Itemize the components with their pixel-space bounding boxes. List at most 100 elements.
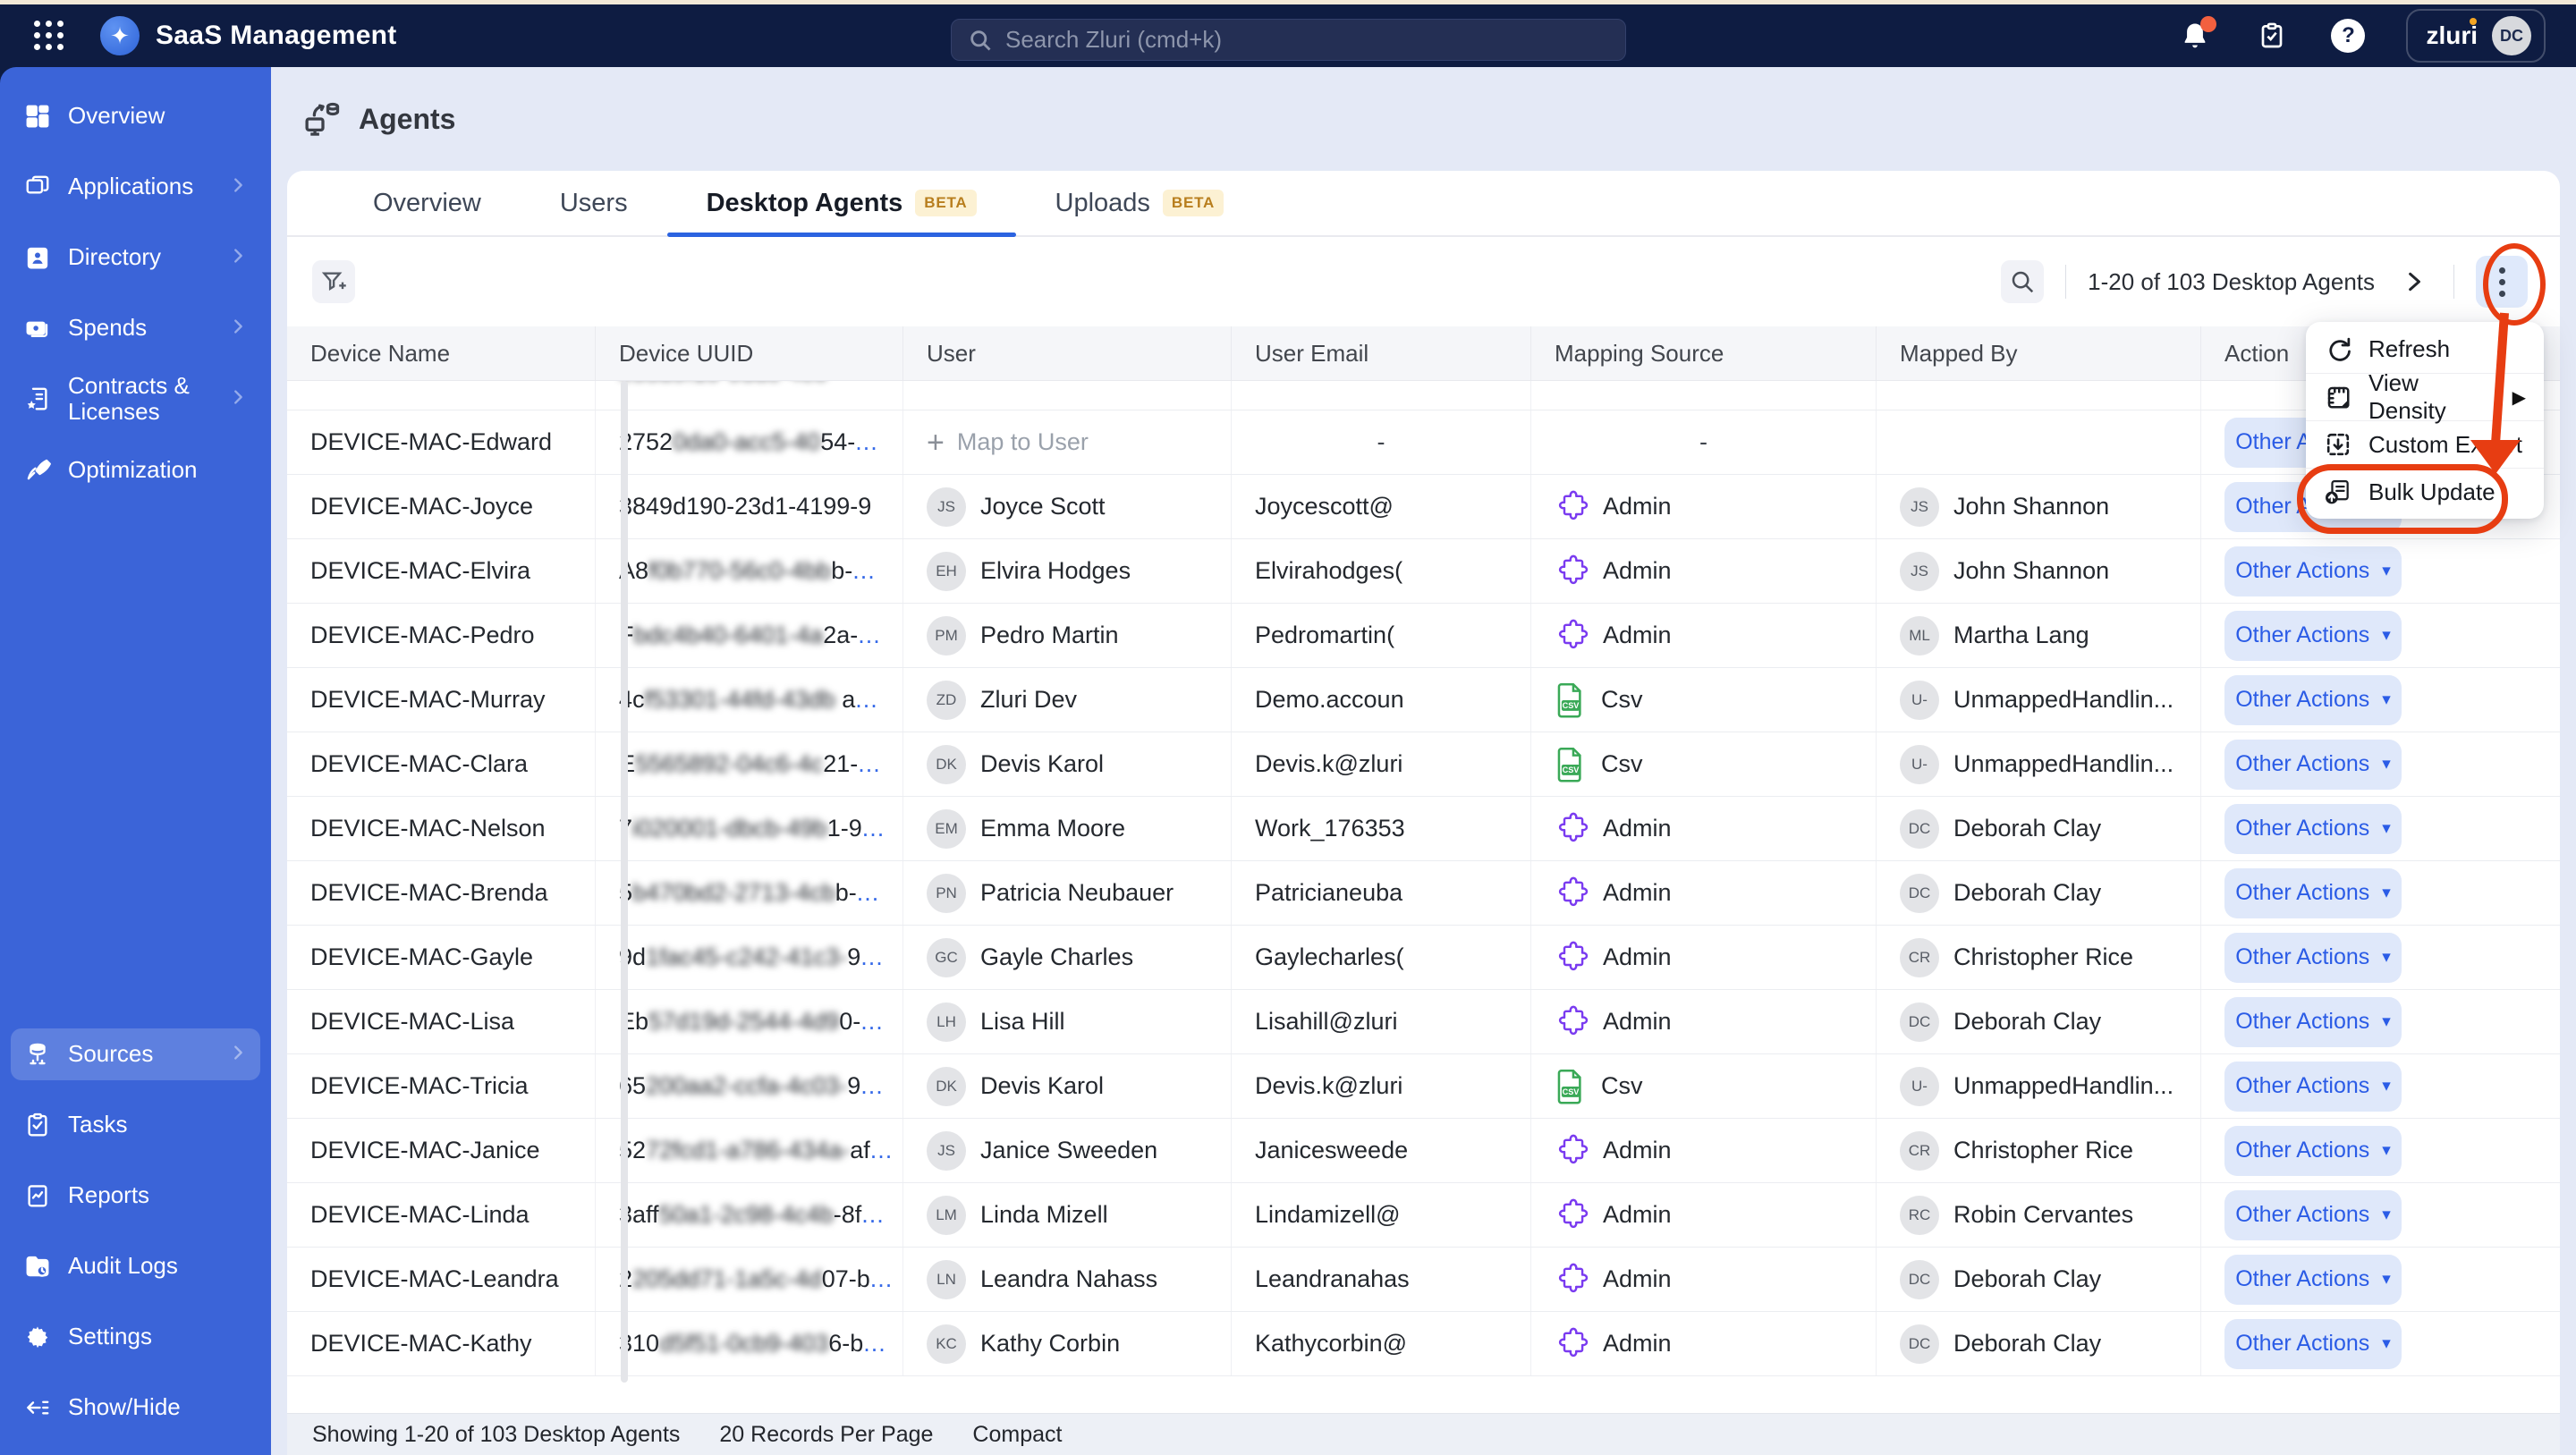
other-actions-button[interactable]: Other Actions▾: [2224, 674, 2402, 725]
user-cell: DK Devis Karol: [927, 1066, 1104, 1106]
sidebar-item-applications[interactable]: Applications: [11, 161, 260, 213]
device-uuid: Eb57d19d-2544-4d90-...: [619, 1008, 884, 1035]
column-header-device-uuid[interactable]: Device UUID: [596, 326, 903, 380]
density-control[interactable]: Compact: [972, 1421, 1063, 1447]
other-actions-button[interactable]: Other Actions▾: [2224, 1061, 2402, 1112]
other-actions-button[interactable]: Other Actions▾: [2224, 1318, 2402, 1369]
uuid-ellipsis[interactable]: ...: [860, 1072, 884, 1099]
global-search-input[interactable]: Search Zluri (cmd+k): [951, 19, 1626, 61]
menu-item-view-density[interactable]: View Density ▶: [2306, 369, 2544, 424]
uuid-ellipsis[interactable]: ...: [861, 1201, 885, 1228]
device-uuid: 5272fcd1-a786-434a-af...: [619, 1137, 894, 1163]
other-actions-button[interactable]: Other Actions▾: [2224, 803, 2402, 854]
admin-puzzle-icon: [1558, 941, 1589, 970]
other-actions-button[interactable]: Other Actions▾: [2224, 867, 2402, 918]
mapped-by-cell: ML Martha Lang: [1900, 615, 2089, 656]
tasks-top-button[interactable]: [2254, 18, 2290, 54]
sidebar-item-reports[interactable]: Reports: [11, 1170, 260, 1222]
mapped-by-cell: U- UnmappedHandlin...: [1900, 680, 2174, 720]
tab-users[interactable]: Users: [521, 171, 667, 235]
user-name: Pedro Martin: [980, 622, 1119, 648]
sidebar-item-optimization[interactable]: Optimization: [11, 444, 260, 495]
other-actions-button[interactable]: Other Actions▾: [2224, 739, 2402, 790]
other-actions-button[interactable]: Other Actions▾: [2224, 610, 2402, 661]
records-per-page-control[interactable]: 20 Records Per Page: [719, 1421, 934, 1447]
tab-overview[interactable]: Overview: [334, 171, 521, 235]
device-uuid: 3849d190-23d1-4199-9: [619, 493, 872, 520]
user-cell: LM Linda Mizell: [927, 1195, 1108, 1235]
mapped-by-name: Deborah Clay: [1953, 1008, 2102, 1035]
sidebar-item-overview[interactable]: Overview: [11, 90, 260, 142]
table-search-button[interactable]: [2001, 260, 2045, 303]
uuid-ellipsis[interactable]: ...: [869, 1137, 894, 1163]
uuid-ellipsis[interactable]: ...: [855, 428, 878, 455]
sidebar-item-sources[interactable]: Sources: [11, 1028, 260, 1080]
filter-button[interactable]: [312, 260, 355, 303]
sidebar-item-settings[interactable]: Settings: [11, 1311, 260, 1363]
avatar: LH: [927, 1002, 966, 1042]
mapped-by-cell: DC Deborah Clay: [1900, 1259, 2101, 1299]
org-account-menu[interactable]: zluri DC: [2406, 9, 2546, 63]
uuid-ellipsis[interactable]: ...: [855, 686, 878, 713]
column-header-user[interactable]: User: [903, 326, 1232, 380]
sidebar-item-directory[interactable]: Directory: [11, 232, 260, 283]
sidebar-nav-bottom: Sources Tasks Reports Audit Logs Setting…: [11, 1028, 260, 1434]
sidebar-item-tasks[interactable]: Tasks: [11, 1099, 260, 1151]
table-row-partial: e55d9f10-93dc-4c6: [287, 381, 2560, 410]
sidebar-item-spends[interactable]: Spends: [11, 302, 260, 354]
avatar: DC: [1900, 1324, 1939, 1364]
footer-showing-label: Showing 1-20 of 103 Desktop Agents: [312, 1421, 681, 1447]
tab-desktop-agents[interactable]: Desktop Agents BETA: [666, 171, 1016, 237]
menu-item-custom-export[interactable]: Custom Export: [2306, 420, 2544, 468]
svg-text:CSV: CSV: [1563, 1087, 1580, 1096]
other-actions-button[interactable]: Other Actions▾: [2224, 932, 2402, 983]
mapping-source: Admin: [1555, 876, 1672, 910]
user-avatar[interactable]: DC: [2492, 16, 2531, 55]
column-header-action[interactable]: Action: [2224, 339, 2290, 367]
table-options-kebab-button[interactable]: [2476, 256, 2528, 308]
sidebar-item-audit-logs[interactable]: Audit Logs: [11, 1240, 260, 1292]
avatar: DC: [1900, 873, 1939, 913]
avatar: RC: [1900, 1195, 1939, 1235]
uuid-ellipsis[interactable]: ...: [858, 622, 881, 648]
uuid-ellipsis[interactable]: ...: [861, 815, 886, 842]
mapping-source: CSV Csv: [1555, 682, 1643, 718]
column-header-mapping-source[interactable]: Mapping Source: [1531, 326, 1877, 380]
frozen-column-scrollbar[interactable]: [621, 381, 628, 1383]
mapped-by-cell: DC Deborah Clay: [1900, 1002, 2101, 1042]
next-page-button[interactable]: [2396, 264, 2432, 300]
help-button[interactable]: ?: [2331, 19, 2366, 53]
product-logo-icon[interactable]: ✦: [100, 16, 140, 55]
column-header-device-name[interactable]: Device Name: [287, 326, 596, 380]
uuid-ellipsis[interactable]: ...: [860, 943, 884, 970]
uuid-ellipsis[interactable]: ...: [856, 879, 880, 906]
avatar: LM: [927, 1195, 966, 1235]
other-actions-button[interactable]: Other Actions▾: [2224, 1189, 2402, 1240]
column-header-user-email[interactable]: User Email: [1232, 326, 1531, 380]
device-name: DEVICE-MAC-Edward: [310, 428, 553, 455]
other-actions-button[interactable]: Other Actions▾: [2224, 996, 2402, 1047]
sidebar-item-show-hide[interactable]: Show/Hide: [11, 1382, 260, 1434]
mapped-by-name: UnmappedHandlin...: [1953, 1072, 2174, 1099]
other-actions-button[interactable]: Other Actions▾: [2224, 1125, 2402, 1176]
map-to-user-button[interactable]: + Map to User: [927, 425, 1089, 460]
uuid-ellipsis[interactable]: ...: [860, 1008, 884, 1035]
sidebar-item-contracts-licenses[interactable]: Contracts & Licenses: [11, 372, 260, 425]
menu-item-refresh[interactable]: Refresh: [2306, 326, 2544, 373]
uuid-ellipsis[interactable]: ...: [869, 1265, 894, 1292]
other-actions-button[interactable]: Other Actions▾: [2224, 546, 2402, 596]
uuid-ellipsis[interactable]: ...: [852, 557, 876, 584]
uuid-ellipsis[interactable]: ...: [858, 750, 881, 777]
tab-uploads[interactable]: Uploads BETA: [1016, 171, 1264, 235]
chevron-down-icon: ▾: [2382, 562, 2391, 580]
overview-icon: [23, 102, 52, 131]
notifications-button[interactable]: [2177, 16, 2217, 54]
device-name: DEVICE-MAC-Clara: [310, 750, 529, 777]
mapping-source: Admin: [1555, 490, 1672, 524]
app-grid-icon[interactable]: [34, 21, 64, 51]
other-actions-button[interactable]: Other Actions▾: [2224, 1254, 2402, 1305]
menu-item-bulk-update[interactable]: Bulk Update: [2306, 468, 2544, 515]
column-header-mapped-by[interactable]: Mapped By: [1877, 326, 2201, 380]
uuid-ellipsis[interactable]: ...: [863, 1330, 886, 1357]
